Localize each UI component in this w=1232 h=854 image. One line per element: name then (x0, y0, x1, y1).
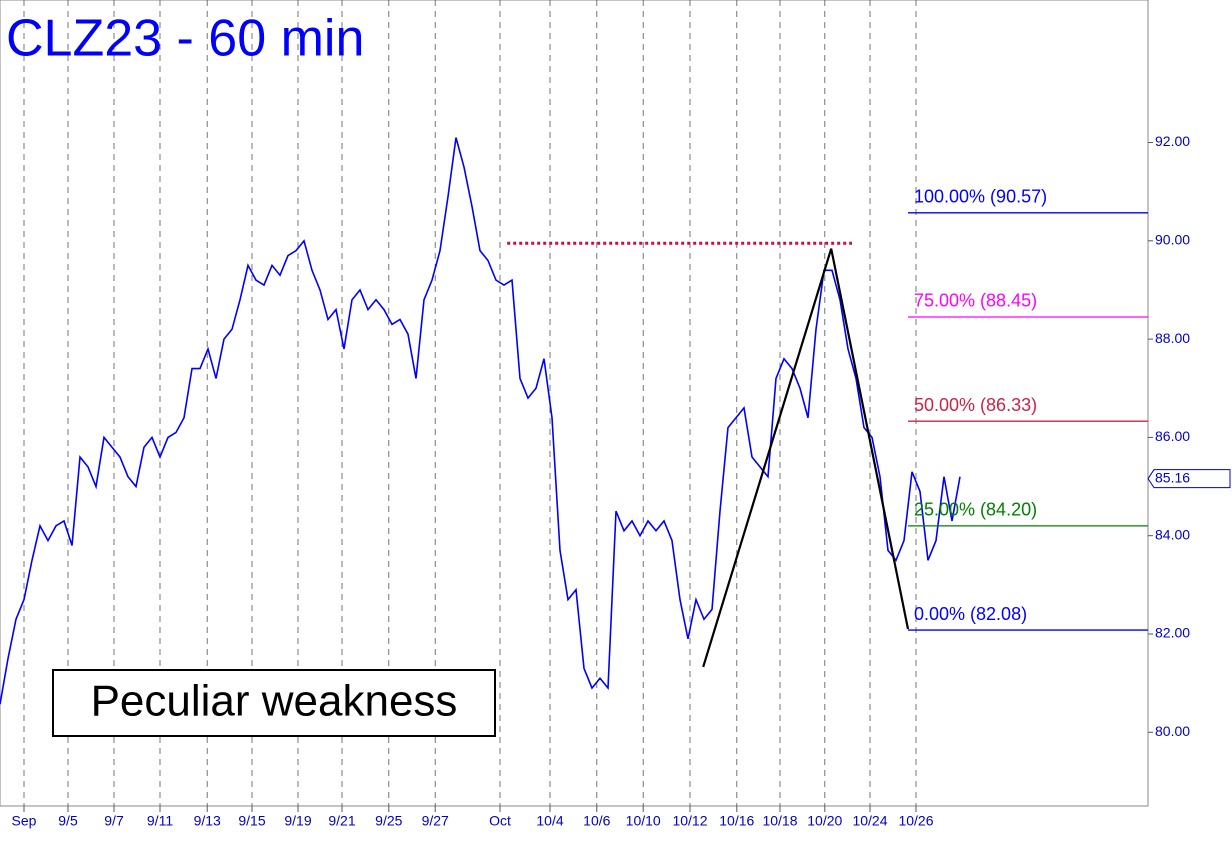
x-tick-label: 9/5 (58, 813, 78, 829)
x-tick-label: Oct (489, 813, 511, 829)
x-tick-label: 9/7 (104, 813, 124, 829)
chart-title: CLZ23 - 60 min (6, 10, 364, 68)
fib-label: 75.00% (88.45) (914, 291, 1037, 311)
x-tick-label: 9/13 (194, 813, 221, 829)
x-tick-label: 10/24 (852, 813, 887, 829)
x-tick-label: 10/12 (672, 813, 707, 829)
last-price-label: 85.16 (1155, 469, 1190, 485)
last-price-marker (1147, 469, 1231, 489)
x-tick-label: 10/10 (626, 813, 661, 829)
x-tick-label: 9/11 (147, 813, 173, 829)
data: 100.00% (90.57) 75.00% (88.45) 50.00% (86.… (0, 137, 1148, 705)
y-tick-label: 90.00 (1155, 232, 1190, 248)
y-tick-label: 88.00 (1155, 330, 1190, 346)
y-tick-label: 92.00 (1155, 133, 1190, 149)
y-tick-label: 82.00 (1155, 625, 1190, 641)
x-tick-label: 9/21 (328, 813, 355, 829)
x-tick-label: 9/25 (375, 813, 402, 829)
y-tick-label: 86.00 (1155, 428, 1190, 444)
x-tick-label: 10/18 (762, 813, 797, 829)
x-tick-label: 10/4 (536, 813, 563, 829)
trendline (702, 248, 910, 668)
x-tick-label: 9/15 (238, 813, 265, 829)
x-tick-label: Sep (12, 813, 37, 829)
fib-label: 25.00% (84.20) (914, 500, 1037, 520)
y-tick-label: 84.00 (1155, 526, 1190, 542)
annotation: Peculiar weakness (91, 677, 458, 726)
fib-label: 100.00% (90.57) (914, 187, 1047, 207)
x-tick-label: 9/27 (422, 813, 449, 829)
price-line (0, 137, 961, 705)
y-tick-label: 80.00 (1155, 723, 1190, 739)
x-tick-label: 10/16 (719, 813, 754, 829)
annotation-box (52, 669, 496, 737)
fib-label: 0.00% (82.08) (914, 604, 1027, 624)
x-tick-label: 9/19 (284, 813, 311, 829)
fib-label: 50.00% (86.33) (914, 395, 1037, 415)
x-tick-label: 10/6 (583, 813, 610, 829)
x-tick-label: 10/26 (898, 813, 933, 829)
x-tick-label: 10/20 (807, 813, 842, 829)
